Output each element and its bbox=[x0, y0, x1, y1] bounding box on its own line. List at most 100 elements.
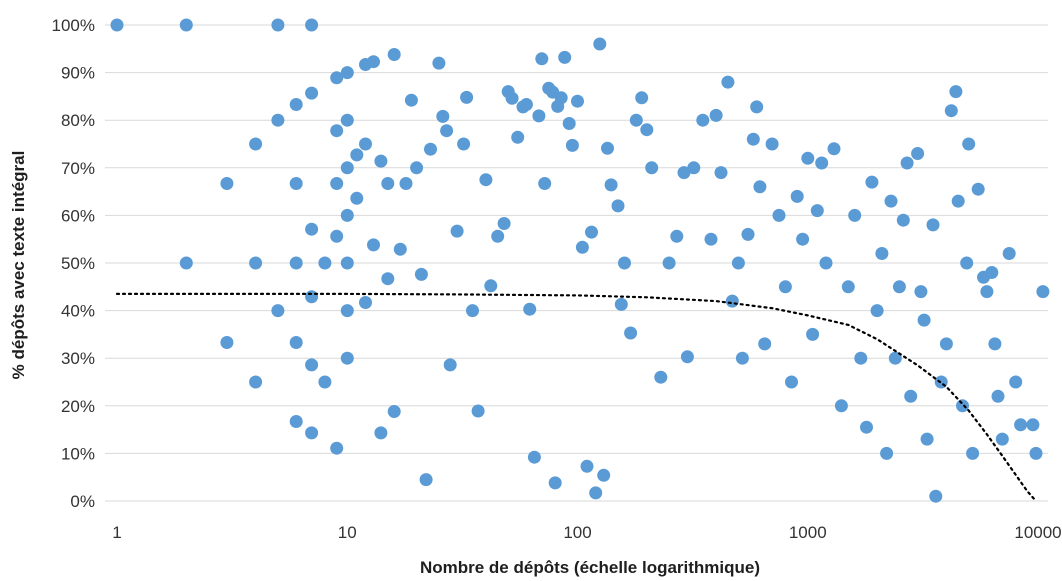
data-point bbox=[393, 242, 407, 256]
data-point bbox=[966, 446, 980, 460]
data-point bbox=[511, 130, 525, 144]
y-tick-label: 80% bbox=[61, 111, 95, 130]
data-point bbox=[330, 441, 344, 455]
data-points bbox=[110, 18, 1050, 503]
data-point bbox=[289, 336, 303, 349]
data-point bbox=[746, 132, 760, 146]
x-tick-labels: 1 10 100 1000 10000 bbox=[112, 523, 1061, 542]
data-point bbox=[841, 280, 855, 294]
data-point bbox=[466, 304, 479, 318]
data-point bbox=[834, 399, 848, 413]
data-point bbox=[432, 56, 446, 70]
data-point bbox=[399, 177, 413, 190]
data-point bbox=[709, 108, 723, 122]
data-point bbox=[271, 113, 285, 127]
data-point bbox=[457, 137, 471, 151]
data-point bbox=[340, 208, 354, 222]
data-point bbox=[917, 313, 931, 327]
data-point bbox=[249, 137, 263, 151]
data-point bbox=[271, 304, 285, 318]
data-point bbox=[179, 18, 193, 32]
data-point bbox=[988, 337, 1002, 351]
data-point bbox=[860, 420, 873, 434]
data-point bbox=[1009, 375, 1023, 389]
data-point bbox=[880, 446, 894, 460]
data-point bbox=[340, 304, 354, 318]
data-point bbox=[597, 468, 611, 482]
data-point bbox=[340, 161, 354, 175]
data-point bbox=[179, 256, 193, 270]
data-point bbox=[920, 432, 934, 446]
y-tick-label: 60% bbox=[61, 206, 95, 225]
x-tick-label: 100 bbox=[563, 523, 591, 542]
data-point bbox=[350, 148, 364, 162]
data-point bbox=[785, 375, 798, 389]
data-point bbox=[934, 375, 948, 389]
data-point bbox=[359, 296, 372, 309]
data-point bbox=[670, 229, 684, 243]
data-point bbox=[548, 476, 562, 490]
data-point bbox=[750, 100, 764, 114]
data-point bbox=[381, 272, 395, 286]
data-point bbox=[614, 297, 628, 311]
x-tick-label: 10 bbox=[338, 523, 357, 542]
data-point bbox=[944, 104, 958, 118]
data-point bbox=[387, 48, 401, 61]
data-point bbox=[1036, 285, 1050, 299]
data-point bbox=[801, 151, 815, 165]
data-point bbox=[985, 266, 999, 279]
data-point bbox=[731, 256, 745, 270]
data-point bbox=[381, 177, 395, 190]
data-point bbox=[497, 217, 511, 230]
data-point bbox=[875, 247, 889, 260]
data-point bbox=[554, 91, 568, 105]
data-point bbox=[340, 66, 354, 80]
data-point bbox=[848, 208, 862, 222]
data-point bbox=[318, 375, 332, 389]
x-tick-label: 1 bbox=[112, 523, 121, 542]
data-point bbox=[911, 147, 925, 160]
data-point bbox=[806, 327, 820, 341]
data-point bbox=[635, 91, 649, 105]
data-point bbox=[611, 199, 625, 213]
data-point bbox=[340, 256, 354, 270]
data-point bbox=[374, 426, 388, 440]
data-point bbox=[654, 370, 668, 384]
data-point bbox=[110, 18, 124, 32]
data-point bbox=[305, 358, 319, 372]
data-point bbox=[904, 389, 918, 403]
data-point bbox=[926, 218, 940, 232]
data-point bbox=[450, 224, 464, 238]
data-point bbox=[618, 256, 631, 270]
data-point bbox=[558, 50, 572, 64]
y-tick-label: 30% bbox=[61, 349, 95, 368]
data-point bbox=[484, 279, 498, 293]
data-point bbox=[367, 238, 380, 252]
data-point bbox=[575, 240, 589, 254]
data-point bbox=[914, 285, 928, 299]
data-point bbox=[888, 351, 902, 365]
data-point bbox=[892, 280, 906, 294]
data-point bbox=[949, 85, 963, 99]
data-point bbox=[249, 375, 263, 389]
data-point bbox=[220, 336, 234, 349]
data-point bbox=[330, 71, 344, 85]
data-point bbox=[939, 337, 953, 351]
x-tick-label: 1000 bbox=[789, 523, 827, 542]
data-point bbox=[815, 156, 829, 170]
data-point bbox=[532, 109, 546, 123]
data-point bbox=[680, 350, 694, 364]
data-point bbox=[601, 141, 614, 155]
data-point bbox=[741, 227, 755, 241]
data-point bbox=[1029, 446, 1043, 460]
y-tick-label: 0% bbox=[70, 492, 95, 511]
data-point bbox=[491, 229, 505, 243]
data-point bbox=[765, 137, 779, 151]
data-point bbox=[1014, 418, 1028, 432]
data-point bbox=[305, 290, 319, 304]
data-point bbox=[696, 113, 710, 127]
y-tick-labels: 0% 10% 20% 30% 40% 50% 60% 70% 80% 90% 100% bbox=[52, 16, 95, 511]
data-point bbox=[956, 399, 969, 413]
data-point bbox=[580, 459, 594, 473]
data-point bbox=[951, 194, 965, 208]
